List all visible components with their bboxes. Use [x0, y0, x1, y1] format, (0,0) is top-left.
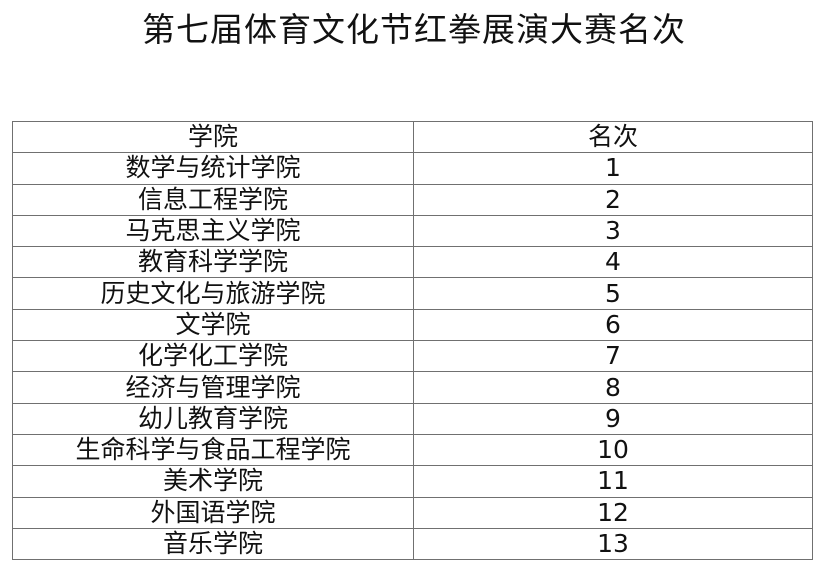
rank-cell: 11 — [413, 465, 813, 498]
table-header-row: 学院 名次 — [12, 120, 813, 154]
table-row: 音乐学院 13 — [12, 527, 813, 561]
rank-cell: 7 — [413, 340, 813, 373]
ranking-table: 学院 名次 数学与统计学院 1 信息工程学院 2 马克思主义学院 3 教育科学学院 4 历史文化… — [12, 120, 813, 561]
table-row: 生命科学与食品工程学院 10 — [12, 433, 813, 467]
document-title: 第七届体育文化节红拳展演大赛名次 — [142, 10, 686, 49]
college-cell: 教育科学学院 — [12, 246, 414, 279]
college-cell: 马克思主义学院 — [12, 214, 414, 248]
rank-cell: 2 — [413, 183, 813, 216]
college-cell: 化学化工学院 — [12, 340, 414, 373]
rank-cell: 9 — [413, 402, 813, 435]
rank-cell: 12 — [413, 496, 813, 529]
college-cell: 生命科学与食品工程学院 — [12, 433, 414, 467]
rank-cell: 10 — [413, 433, 813, 467]
rank-cell: 3 — [413, 214, 813, 248]
college-cell: 美术学院 — [12, 465, 414, 498]
rank-cell: 13 — [413, 527, 813, 561]
college-cell: 幼儿教育学院 — [12, 402, 414, 435]
college-cell: 外国语学院 — [12, 496, 414, 529]
college-cell: 经济与管理学院 — [12, 371, 414, 404]
table-row: 经济与管理学院 8 — [12, 371, 813, 404]
table-row: 化学化工学院 7 — [12, 340, 813, 373]
table-row: 外国语学院 12 — [12, 496, 813, 529]
table-row: 教育科学学院 4 — [12, 246, 813, 279]
rank-cell: 6 — [413, 308, 813, 342]
rank-cell: 1 — [413, 152, 813, 185]
rank-cell: 5 — [413, 277, 813, 310]
rank-cell: 8 — [413, 371, 813, 404]
header-rank: 名次 — [413, 120, 813, 154]
college-cell: 文学院 — [12, 308, 414, 342]
table-row: 文学院 6 — [12, 308, 813, 342]
header-college: 学院 — [12, 120, 414, 154]
table-row: 历史文化与旅游学院 5 — [12, 277, 813, 310]
table-row: 幼儿教育学院 9 — [12, 402, 813, 435]
college-cell: 信息工程学院 — [12, 183, 414, 216]
table-row: 马克思主义学院 3 — [12, 214, 813, 248]
college-cell: 数学与统计学院 — [12, 152, 414, 185]
college-cell: 音乐学院 — [12, 527, 414, 561]
table-row: 美术学院 11 — [12, 465, 813, 498]
rank-cell: 4 — [413, 246, 813, 279]
table-row: 信息工程学院 2 — [12, 183, 813, 216]
college-cell: 历史文化与旅游学院 — [12, 277, 414, 310]
table-row: 数学与统计学院 1 — [12, 152, 813, 185]
